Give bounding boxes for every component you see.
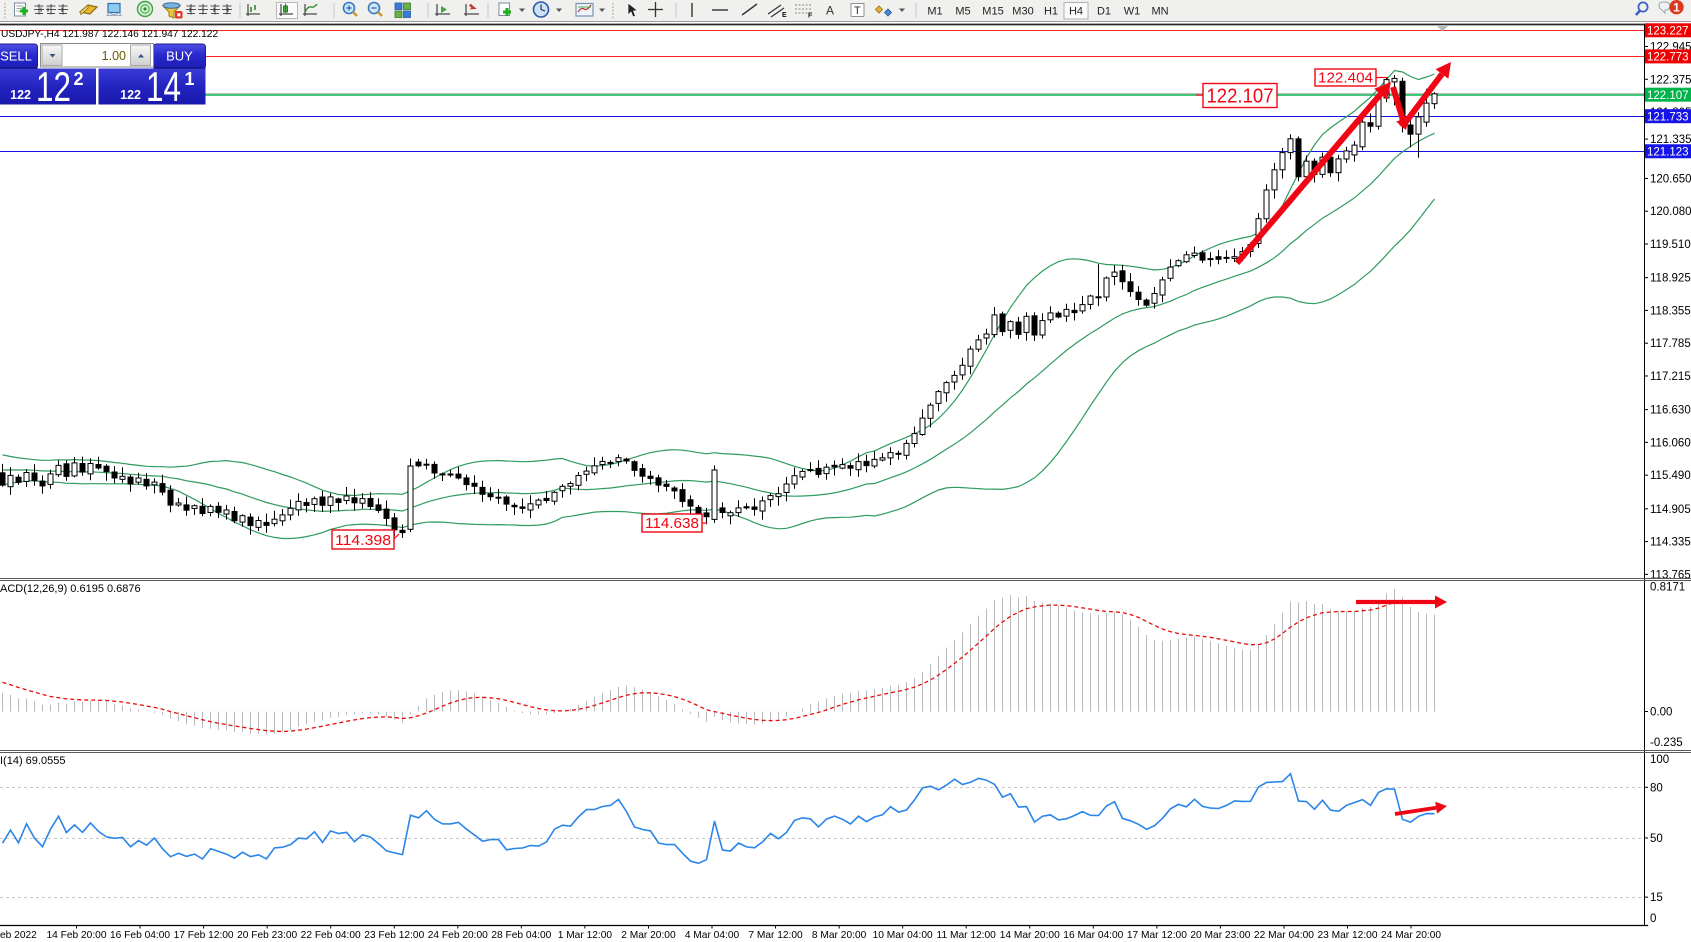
svg-text:10 Mar 04:00: 10 Mar 04:00 (873, 930, 933, 941)
svg-text:1: 1 (185, 69, 195, 89)
svg-text:119.510: 119.510 (1650, 239, 1691, 251)
svg-text:20 Feb 23:00: 20 Feb 23:00 (237, 930, 297, 941)
svg-text:24 Mar 20:00: 24 Mar 20:00 (1381, 930, 1441, 941)
svg-text:1.00: 1.00 (102, 49, 126, 63)
svg-text:122.375: 122.375 (1650, 74, 1691, 86)
svg-text:120.080: 120.080 (1650, 206, 1691, 218)
svg-text:1: 1 (1673, 1, 1680, 15)
svg-text:2 Mar 20:00: 2 Mar 20:00 (621, 930, 676, 941)
svg-text:115.490: 115.490 (1650, 470, 1691, 482)
svg-text:20 Mar 23:00: 20 Mar 23:00 (1190, 930, 1250, 941)
svg-text:123.227: 123.227 (1647, 25, 1689, 37)
svg-text:M1: M1 (927, 6, 942, 18)
svg-text:14: 14 (146, 63, 181, 110)
svg-text:E: E (782, 12, 787, 19)
svg-text:118.355: 118.355 (1650, 305, 1691, 317)
svg-text:USDJPY-,H4 121.987 122.146 12: USDJPY-,H4 121.987 122.146 121.947 122.1… (1, 29, 218, 40)
svg-text:28 Feb 04:00: 28 Feb 04:00 (491, 930, 551, 941)
svg-text:0.00: 0.00 (1650, 707, 1672, 719)
svg-text:121.335: 121.335 (1650, 134, 1691, 146)
svg-text:MN: MN (1151, 6, 1168, 18)
svg-text:F: F (808, 13, 813, 20)
svg-text:122.107: 122.107 (1207, 86, 1274, 108)
svg-text:0.8171: 0.8171 (1650, 582, 1685, 594)
svg-text:7 Mar 12:00: 7 Mar 12:00 (748, 930, 803, 941)
svg-text:D1: D1 (1097, 6, 1111, 18)
svg-text:122.404: 122.404 (1318, 71, 1373, 87)
svg-text:24 Feb 20:00: 24 Feb 20:00 (428, 930, 488, 941)
svg-text:SELL: SELL (0, 49, 32, 64)
svg-text:A: A (826, 4, 834, 18)
svg-text:114.905: 114.905 (1650, 504, 1691, 516)
svg-text:M5: M5 (955, 6, 970, 18)
svg-text:122.107: 122.107 (1647, 90, 1689, 102)
svg-text:100: 100 (1650, 754, 1669, 766)
svg-text:0: 0 (1650, 913, 1656, 925)
svg-text:80: 80 (1650, 782, 1663, 794)
svg-text:8 Mar 20:00: 8 Mar 20:00 (812, 930, 867, 941)
svg-text:15: 15 (1650, 892, 1663, 904)
svg-text:H1: H1 (1044, 6, 1058, 18)
svg-text:117.785: 117.785 (1650, 338, 1691, 350)
svg-text:16 Mar 04:00: 16 Mar 04:00 (1063, 930, 1123, 941)
svg-text:113.765: 113.765 (1650, 569, 1691, 581)
svg-text:14 Feb 20:00: 14 Feb 20:00 (46, 930, 106, 941)
svg-text:ACD(12,26,9) 0.6195 0.6876: ACD(12,26,9) 0.6195 0.6876 (0, 583, 141, 595)
svg-text:H4: H4 (1069, 6, 1083, 18)
svg-text:1 Mar 12:00: 1 Mar 12:00 (558, 930, 613, 941)
svg-text:114.398: 114.398 (335, 532, 391, 549)
svg-text:121.123: 121.123 (1647, 146, 1689, 158)
svg-text:eb 2022: eb 2022 (0, 930, 37, 941)
svg-text:-0.235: -0.235 (1650, 737, 1683, 749)
svg-text:22 Mar 04:00: 22 Mar 04:00 (1254, 930, 1314, 941)
svg-text:116.060: 116.060 (1650, 437, 1691, 449)
svg-text:23 Feb 12:00: 23 Feb 12:00 (364, 930, 424, 941)
svg-text:17 Feb 12:00: 17 Feb 12:00 (174, 930, 234, 941)
svg-text:121.733: 121.733 (1647, 111, 1689, 123)
svg-text:11 Mar 12:00: 11 Mar 12:00 (937, 930, 997, 941)
svg-text:122: 122 (10, 88, 31, 102)
svg-text:50: 50 (1650, 833, 1663, 845)
svg-text:122: 122 (120, 88, 141, 102)
svg-text:23 Mar 12:00: 23 Mar 12:00 (1317, 930, 1377, 941)
svg-text:12: 12 (36, 63, 71, 110)
svg-text:14 Mar 20:00: 14 Mar 20:00 (1000, 930, 1060, 941)
svg-text:17 Mar 12:00: 17 Mar 12:00 (1127, 930, 1187, 941)
svg-text:2: 2 (74, 69, 84, 89)
svg-text:T: T (854, 5, 861, 17)
svg-text:M30: M30 (1012, 6, 1033, 18)
svg-text:16 Feb 04:00: 16 Feb 04:00 (110, 930, 170, 941)
svg-text:116.630: 116.630 (1650, 405, 1691, 417)
svg-text:I(14) 69.0555: I(14) 69.0555 (0, 755, 65, 767)
svg-text:120.650: 120.650 (1650, 173, 1691, 185)
svg-text:W1: W1 (1124, 6, 1141, 18)
svg-text:122.773: 122.773 (1647, 52, 1689, 64)
svg-text:118.925: 118.925 (1650, 273, 1691, 285)
svg-text:4 Mar 04:00: 4 Mar 04:00 (685, 930, 740, 941)
svg-text:117.215: 117.215 (1650, 371, 1691, 383)
svg-text:M15: M15 (982, 6, 1003, 18)
svg-text:114.638: 114.638 (645, 516, 699, 532)
svg-text:BUY: BUY (166, 49, 193, 64)
svg-text:22 Feb 04:00: 22 Feb 04:00 (301, 930, 361, 941)
svg-text:114.335: 114.335 (1650, 537, 1691, 549)
